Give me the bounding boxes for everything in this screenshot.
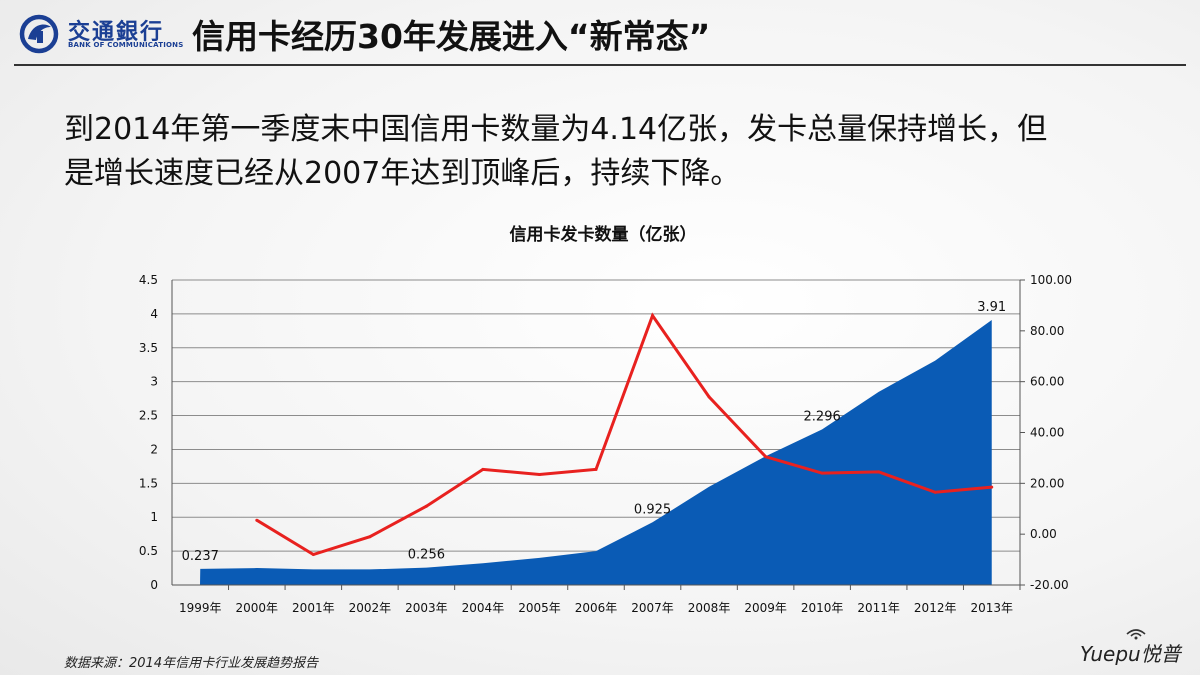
growth-rate-point: [990, 485, 994, 489]
growth-rate-point: [424, 504, 428, 508]
area-series: [200, 319, 992, 585]
growth-rate-point: [764, 455, 768, 459]
growth-rate-point: [311, 553, 315, 556]
x-axis-tick-label: 2002年: [349, 601, 392, 615]
data-label: 3.91: [977, 300, 1006, 315]
left-axis-tick-label: 0.5: [139, 544, 158, 558]
data-source-note: 数据来源：2014年信用卡行业发展趋势报告: [64, 656, 319, 671]
x-axis-tick-label: 2007年: [631, 601, 674, 615]
left-axis-tick-label: 4: [150, 307, 158, 321]
data-label: 0.256: [408, 548, 445, 563]
logo-chinese-text: 交通銀行: [68, 19, 165, 45]
right-axis-tick-label: 20.00: [1030, 476, 1064, 490]
right-axis-tick-label: 0.00: [1030, 527, 1057, 541]
x-axis-tick-label: 2004年: [462, 601, 505, 615]
bank-logo: 交通銀行 BANK OF COMMUNICATIONS: [18, 12, 183, 54]
slide-header: 交通銀行 BANK OF COMMUNICATIONS 信用卡经历30年发展进入…: [0, 0, 1200, 66]
right-axis-tick-label: 100.00: [1030, 273, 1072, 287]
growth-rate-point: [820, 471, 824, 475]
x-axis-tick-label: 2012年: [914, 601, 957, 615]
growth-rate-point: [594, 467, 598, 471]
left-axis-tick-label: 3: [150, 375, 158, 389]
brand-text: Yuepu悦普: [1080, 642, 1181, 666]
left-axis-tick-label: 2.5: [139, 409, 158, 423]
growth-rate-point: [537, 472, 541, 476]
right-axis-tick-label: 80.00: [1030, 324, 1064, 338]
left-axis-tick-label: 1: [150, 510, 158, 524]
growth-rate-point: [651, 314, 655, 318]
chart-title: 信用卡发卡数量（亿张）: [510, 224, 697, 245]
x-axis-tick-label: 1999年: [179, 601, 222, 615]
data-labels: 0.237 0.256 0.925 2.296 3.91: [182, 300, 1007, 564]
right-axis-tick-label: -20.00: [1030, 578, 1069, 592]
growth-rate-point: [707, 395, 711, 399]
growth-rate-point: [877, 470, 881, 474]
growth-rate-point: [368, 535, 372, 539]
growth-rate-point: [933, 490, 937, 494]
x-axis-tick-label: 2006年: [575, 601, 618, 615]
left-axis-tick-label: 2: [150, 442, 158, 456]
right-axis-tick-label: 40.00: [1030, 426, 1064, 440]
x-axis-tick-label: 2009年: [744, 601, 787, 615]
left-axis-tick-label: 3.5: [139, 341, 158, 355]
area-series-fill: [200, 319, 992, 585]
wifi-icon: [1126, 629, 1146, 640]
line-series: [255, 312, 994, 557]
chart-axes: 0 0.5 1 1.5 2 2.5 3 3.5 4 4.5 -20.00 0.00 20.00 40.00…: [139, 273, 1072, 615]
x-axis-tick-label: 2000年: [236, 601, 279, 615]
summary-line-2: 是增长速度已经从2007年达到顶峰后，持续下降。: [64, 156, 741, 191]
logo-english-text: BANK OF COMMUNICATIONS: [68, 41, 184, 49]
x-axis-tick-label: 2001年: [292, 601, 335, 615]
x-axis-tick-label: 2008年: [688, 601, 731, 615]
data-label: 0.925: [634, 502, 671, 517]
x-axis-tick-label: 2005年: [518, 601, 561, 615]
data-label: 0.237: [182, 549, 219, 564]
data-label: 2.296: [804, 409, 841, 424]
growth-rate-point: [481, 467, 485, 471]
yuepu-brand: Yuepu悦普: [1080, 629, 1190, 666]
left-axis-tick-label: 4.5: [139, 273, 158, 287]
left-axis-tick-label: 0: [150, 578, 158, 592]
slide-title: 信用卡经历30年发展进入“新常态”: [192, 17, 711, 56]
x-axis-tick-label: 2003年: [405, 601, 448, 615]
bank-logo-icon: [19, 14, 59, 54]
right-axis-tick-label: 60.00: [1030, 375, 1064, 389]
growth-rate-line: [256, 312, 992, 557]
x-axis-tick-label: 2010年: [801, 601, 844, 615]
credit-card-chart: 信用卡发卡数量（亿张） 0 0.5 1 1.5 2 2.5 3 3.5 4 4.5 -20.00 0.…: [139, 224, 1072, 615]
summary-line-1: 到2014年第一季度末中国信用卡数量为4.14亿张，发卡总量保持增长，但: [64, 112, 1048, 147]
x-axis-tick-label: 2011年: [857, 601, 900, 615]
summary-text: 到2014年第一季度末中国信用卡数量为4.14亿张，发卡总量保持增长，但 是增长…: [64, 108, 1164, 196]
growth-rate-point: [255, 518, 259, 522]
x-axis-tick-label: 2013年: [970, 601, 1013, 615]
left-axis-tick-label: 1.5: [139, 476, 158, 490]
header-divider: [14, 64, 1186, 66]
